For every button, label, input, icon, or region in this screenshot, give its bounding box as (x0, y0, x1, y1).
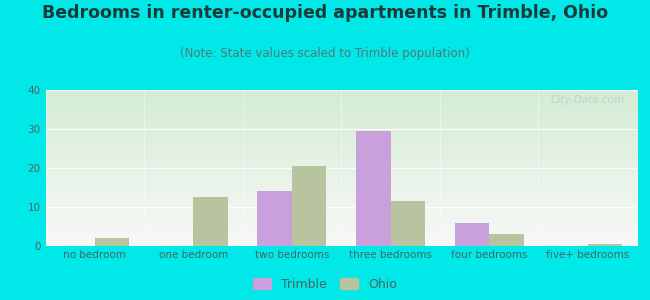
Bar (356, 131, 391, 246)
Text: (Note: State values scaled to Trimble population): (Note: State values scaled to Trimble po… (180, 46, 470, 59)
Bar (454, 223, 489, 246)
Bar (489, 234, 524, 246)
Text: City-Data.com: City-Data.com (551, 95, 625, 105)
Legend: Trimble, Ohio: Trimble, Ohio (253, 278, 397, 291)
Bar (257, 191, 292, 246)
Bar (588, 244, 622, 246)
Text: Bedrooms in renter-occupied apartments in Trimble, Ohio: Bedrooms in renter-occupied apartments i… (42, 4, 608, 22)
Bar (194, 197, 228, 246)
Bar (391, 201, 425, 246)
Bar (95, 238, 129, 246)
Bar (292, 166, 326, 246)
